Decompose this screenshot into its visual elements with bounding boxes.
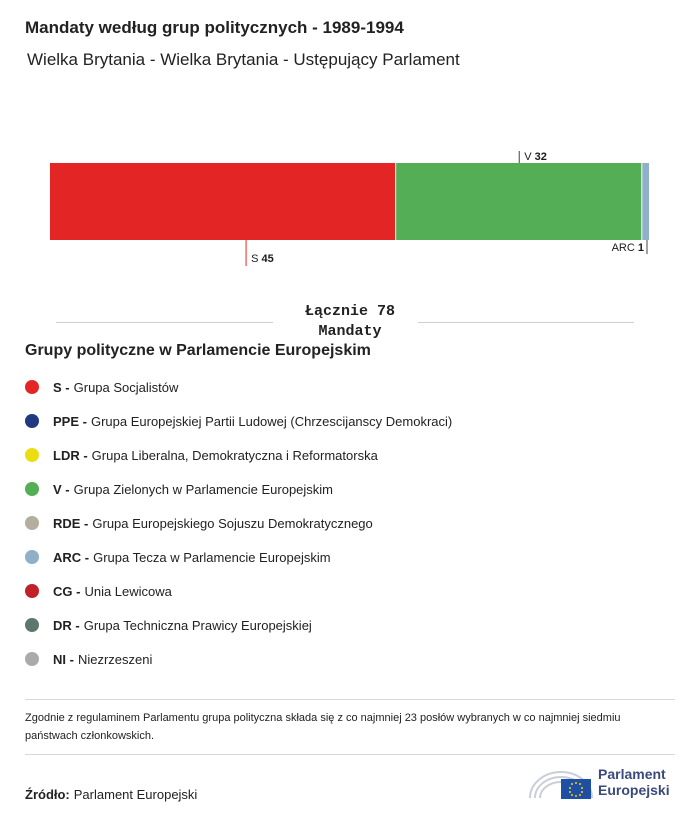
total-unit: Mandaty xyxy=(318,323,382,340)
legend-label: Grupa Tecza w Parlamencie Europejskim xyxy=(93,549,331,565)
legend-label: Grupa Europejskiej Partii Ludowej (Chrze… xyxy=(90,413,453,429)
logo-line2: Europejski xyxy=(598,782,670,798)
legend-item: LDR - Grupa Liberalna, Demokratyczna i Re… xyxy=(25,438,452,472)
legend-item: RDE - Grupa Europejskiego Sojuszu Demokra… xyxy=(25,506,452,540)
legend-item: PPE - Grupa Europejskiej Partii Ludowej (… xyxy=(25,404,452,438)
total-seats: Łącznie 78 xyxy=(304,303,395,320)
legend-swatch xyxy=(25,414,39,428)
hemicycle-flag-icon xyxy=(529,771,593,799)
total-divider-right xyxy=(418,322,634,323)
legend-abbr: PPE - xyxy=(53,413,87,429)
bar-label-s: S 45 xyxy=(251,253,274,265)
legend-abbr: V - xyxy=(53,481,70,497)
logo-text: Parlament Europejski xyxy=(598,766,670,798)
legend-abbr: RDE - xyxy=(53,515,89,531)
legend-item: ARC - Grupa Tecza w Parlamencie Europejsk… xyxy=(25,540,452,574)
legend-item: V - Grupa Zielonych w Parlamencie Europej… xyxy=(25,472,452,506)
logo-line1: Parlament xyxy=(598,766,666,782)
source-value: Parlament Europejski xyxy=(73,787,198,802)
legend-swatch xyxy=(25,652,39,666)
bar-label-v: V 32 xyxy=(524,151,547,163)
legend-swatch xyxy=(25,380,39,394)
legend-abbr: DR - xyxy=(53,617,80,633)
legend-label: Grupa Techniczna Prawicy Europejskiej xyxy=(83,617,312,633)
legend-abbr: S - xyxy=(53,379,70,395)
total-block: Łącznie 78 Mandaty xyxy=(0,300,700,345)
legend-swatch xyxy=(25,516,39,530)
total-divider-left xyxy=(56,322,273,323)
chart-title: Mandaty według grup politycznych - 1989-… xyxy=(25,18,404,37)
legend-abbr: NI - xyxy=(53,651,74,667)
total-label: Łącznie 78 Mandaty xyxy=(275,302,425,342)
seat-bar-chart: S 45 V 32 ARC 1 xyxy=(50,151,649,266)
legend-abbr: ARC - xyxy=(53,549,90,565)
bar-segment-s xyxy=(50,163,396,240)
legend-title: Grupy polityczne w Parlamencie Europejsk… xyxy=(25,342,371,359)
legend-swatch xyxy=(25,584,39,598)
legend-label: Unia Lewicowa xyxy=(84,583,172,599)
legend-swatch xyxy=(25,448,39,462)
legend-swatch xyxy=(25,618,39,632)
parliament-logo: Parlament Europejski xyxy=(528,762,678,802)
bar-segment-arc xyxy=(642,163,649,240)
legend-item: NI - Niezrzeszeni xyxy=(25,642,452,676)
legend-list: S - Grupa Socjalistów PPE - Grupa Europejsk… xyxy=(25,370,452,676)
bar-label-arc: ARC 1 xyxy=(612,242,644,254)
legend-swatch xyxy=(25,482,39,496)
legend-item: DR - Grupa Techniczna Prawicy Europejskie… xyxy=(25,608,452,642)
legend-swatch xyxy=(25,550,39,564)
legend-label: Niezrzeszeni xyxy=(77,651,153,667)
legend-label: Grupa Socjalistów xyxy=(73,379,179,395)
legend-item: CG - Unia Lewicowa xyxy=(25,574,452,608)
source: Źródło: Parlament Europejski xyxy=(25,787,197,802)
source-label: Źródło: xyxy=(25,787,70,802)
bar-segment-v xyxy=(396,163,642,240)
legend-label: Grupa Zielonych w Parlamencie Europejski… xyxy=(73,481,334,497)
legend-item: S - Grupa Socjalistów xyxy=(25,370,452,404)
legend-abbr: LDR - xyxy=(53,447,88,463)
legend-label: Grupa Liberalna, Demokratyczna i Reforma… xyxy=(91,447,378,463)
chart-subtitle: Wielka Brytania - Wielka Brytania - Ustę… xyxy=(27,50,460,69)
legend-label: Grupa Europejskiego Sojuszu Demokratyczn… xyxy=(92,515,373,531)
legend-abbr: CG - xyxy=(53,583,81,599)
footnote: Zgodnie z regulaminem Parlamentu grupa p… xyxy=(25,699,675,755)
